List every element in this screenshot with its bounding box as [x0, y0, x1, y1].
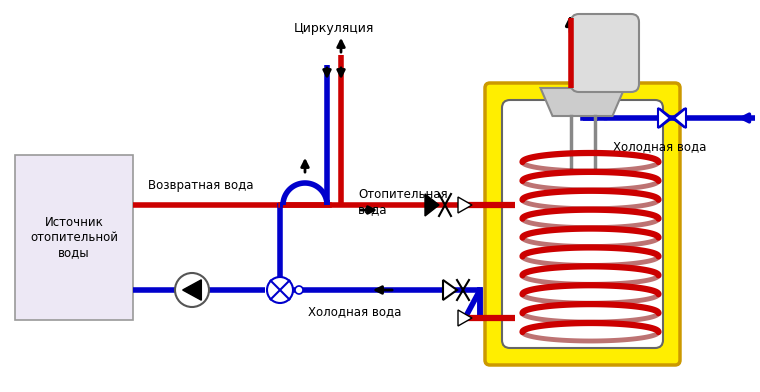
- Text: Отопительная
вода: Отопительная вода: [358, 188, 448, 216]
- Text: Источник
отопительной
воды: Источник отопительной воды: [30, 216, 118, 259]
- Text: Циркуляция: Циркуляция: [294, 22, 374, 35]
- Text: Холодная вода: Холодная вода: [613, 140, 707, 153]
- Text: Холодная вода: Холодная вода: [308, 305, 401, 318]
- Polygon shape: [658, 108, 670, 128]
- FancyBboxPatch shape: [571, 14, 639, 92]
- Polygon shape: [425, 194, 439, 216]
- Polygon shape: [458, 310, 472, 326]
- Polygon shape: [458, 197, 472, 213]
- Polygon shape: [674, 108, 686, 128]
- FancyBboxPatch shape: [502, 100, 663, 348]
- FancyBboxPatch shape: [485, 83, 680, 365]
- Circle shape: [295, 286, 303, 294]
- Circle shape: [175, 273, 209, 307]
- Circle shape: [267, 277, 293, 303]
- Bar: [15, 155, 133, 320]
- Text: Возвратная вода: Возвратная вода: [148, 178, 254, 192]
- Polygon shape: [182, 280, 201, 300]
- Polygon shape: [443, 280, 457, 300]
- Polygon shape: [540, 88, 625, 116]
